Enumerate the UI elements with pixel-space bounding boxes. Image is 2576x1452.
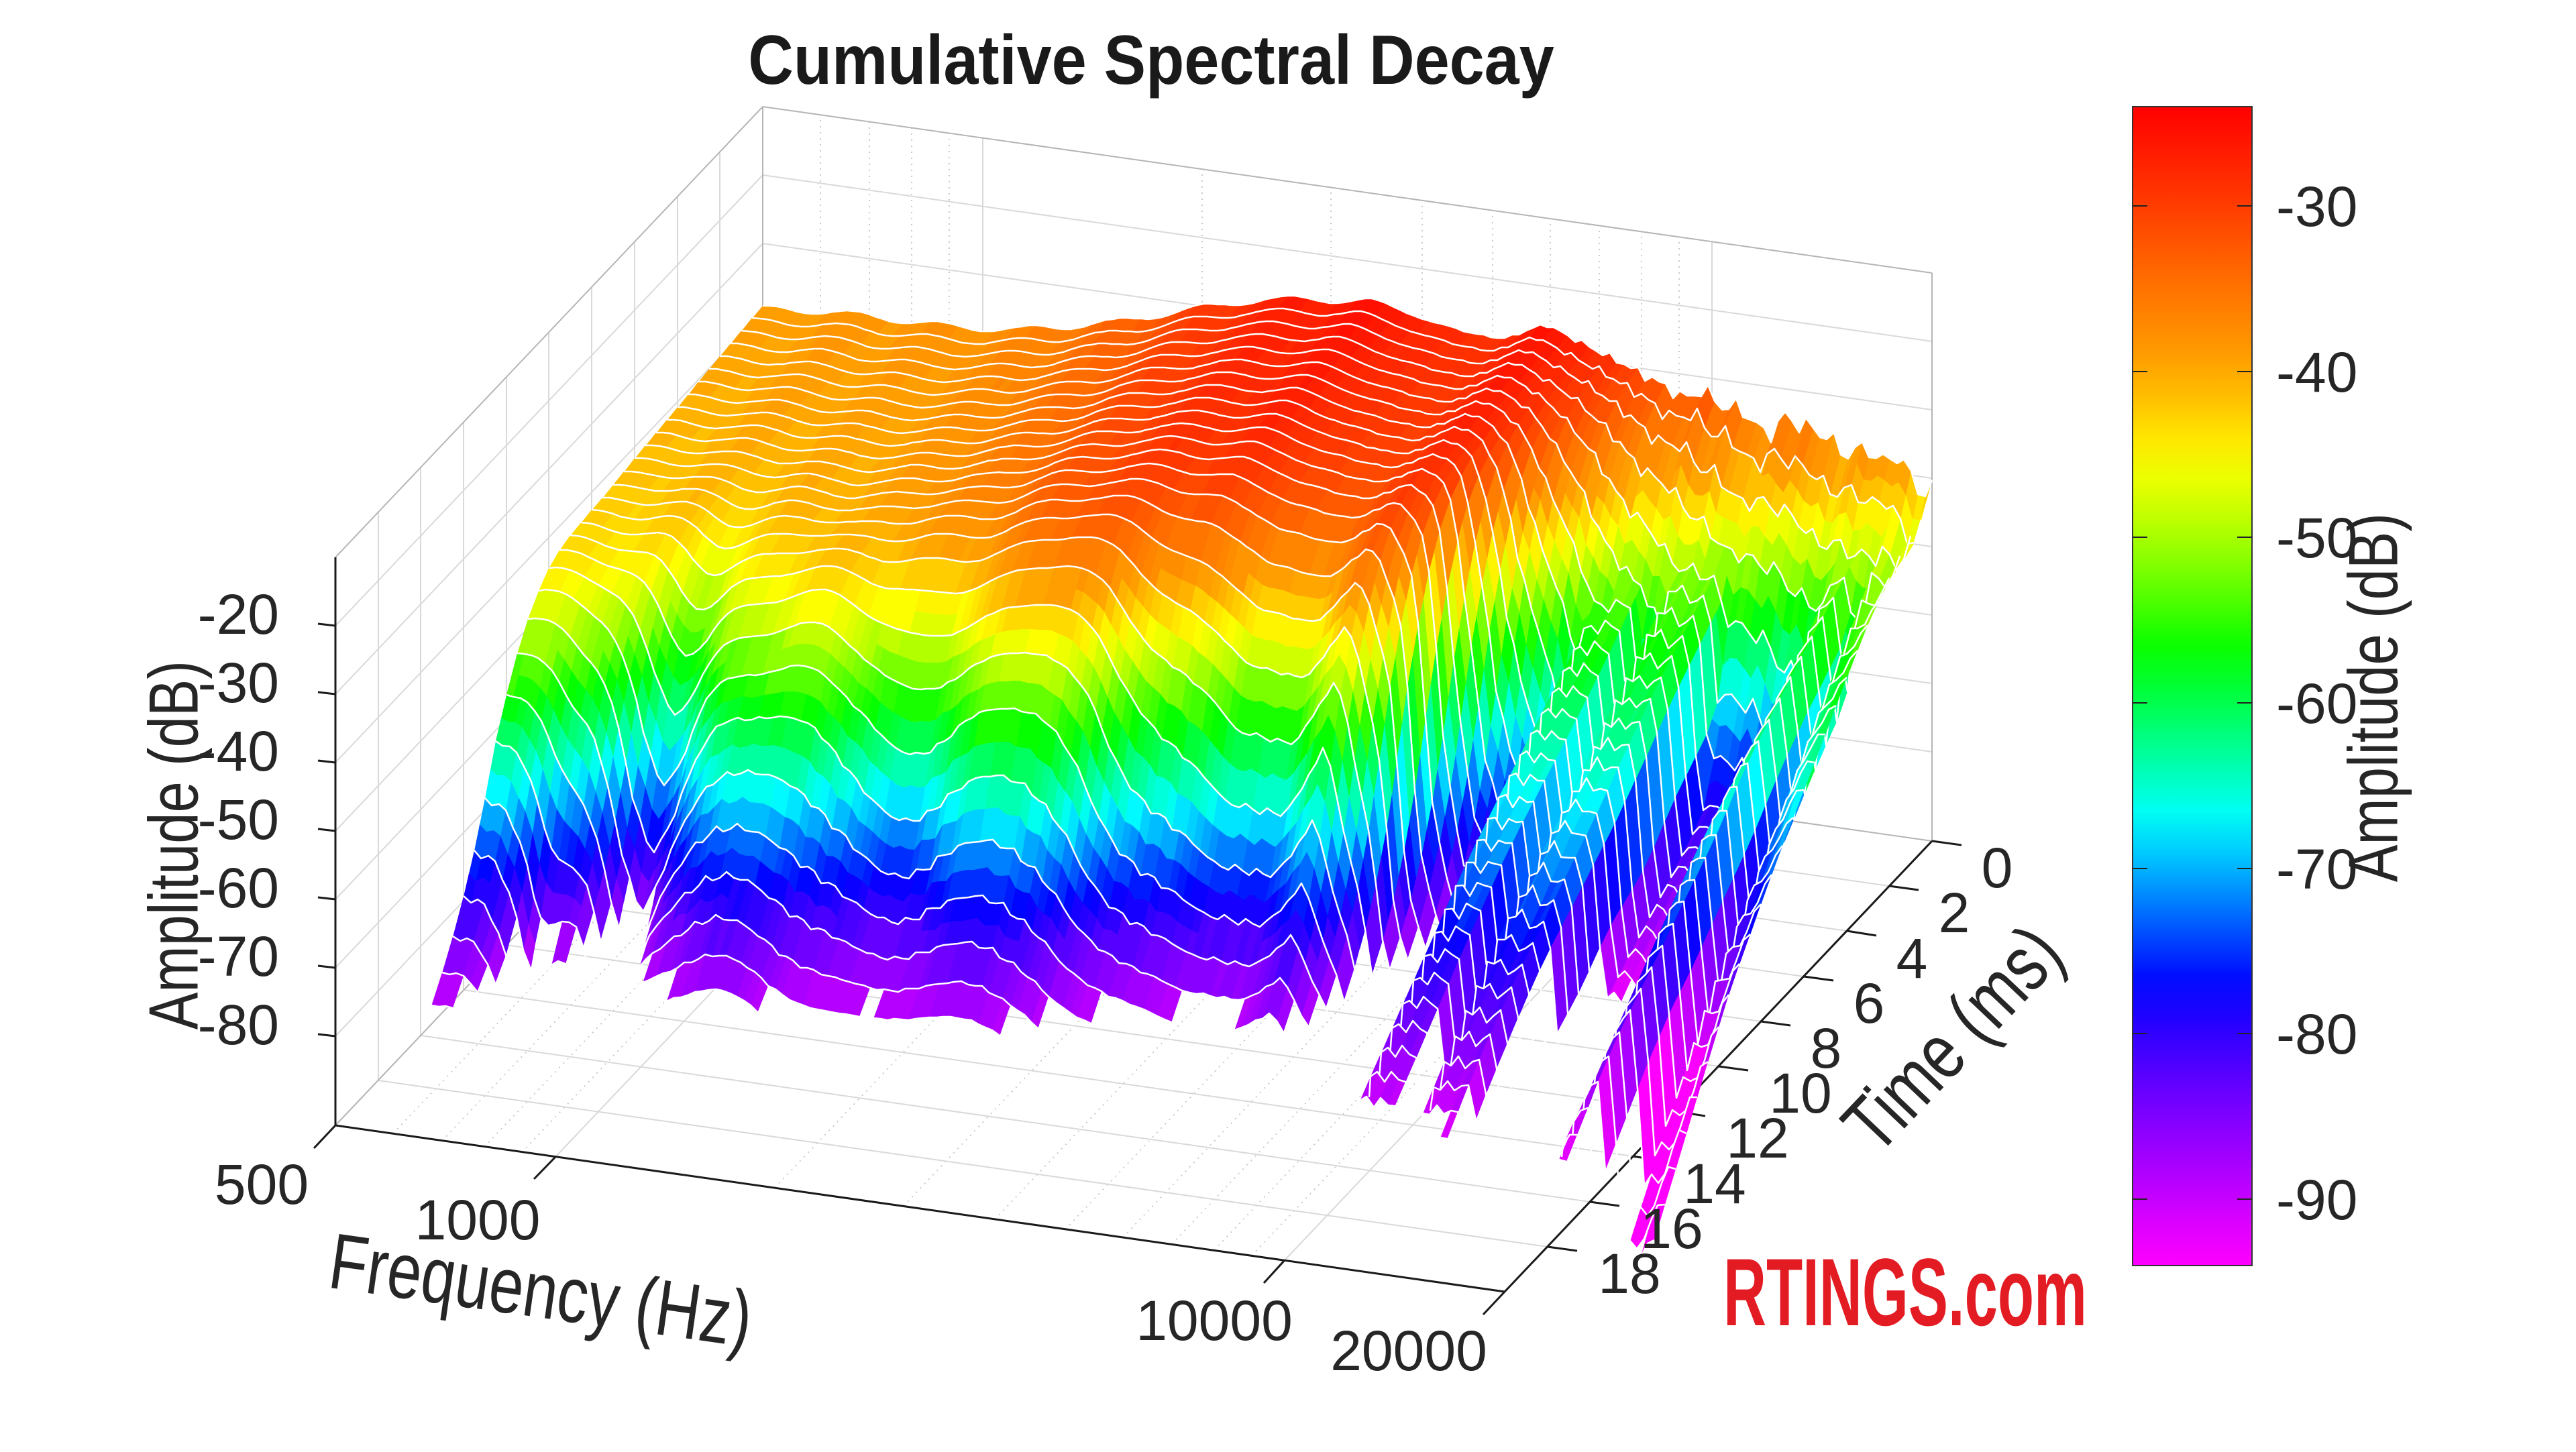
svg-text:-60: -60 — [198, 856, 279, 919]
svg-text:18: 18 — [1598, 1242, 1660, 1305]
svg-text:500: 500 — [215, 1153, 309, 1216]
svg-text:8: 8 — [1811, 1017, 1842, 1080]
svg-text:-80: -80 — [2276, 1003, 2357, 1066]
svg-text:Cumulative Spectral Decay: Cumulative Spectral Decay — [748, 20, 1554, 99]
svg-text:-90: -90 — [2276, 1168, 2357, 1231]
svg-text:6: 6 — [1854, 972, 1885, 1035]
svg-text:-40: -40 — [2276, 341, 2357, 404]
svg-text:RTINGS.com: RTINGS.com — [1723, 1239, 2087, 1346]
svg-text:0: 0 — [1982, 836, 2013, 899]
svg-text:Amplitude (dB): Amplitude (dB) — [135, 661, 213, 1029]
svg-text:14: 14 — [1683, 1152, 1746, 1215]
svg-text:16: 16 — [1640, 1197, 1703, 1260]
svg-text:-50: -50 — [2276, 506, 2357, 569]
svg-text:-40: -40 — [198, 720, 279, 783]
svg-text:10000: 10000 — [1136, 1289, 1293, 1352]
svg-text:-80: -80 — [198, 993, 279, 1056]
svg-text:20000: 20000 — [1330, 1319, 1487, 1382]
svg-text:Amplitude (dB): Amplitude (dB) — [2334, 513, 2412, 882]
svg-text:-70: -70 — [198, 925, 279, 988]
svg-text:1000: 1000 — [415, 1188, 541, 1251]
svg-text:12: 12 — [1726, 1107, 1788, 1170]
svg-text:-30: -30 — [2276, 175, 2357, 238]
svg-text:10: 10 — [1769, 1062, 1831, 1125]
svg-text:-70: -70 — [2276, 838, 2357, 901]
svg-text:-50: -50 — [198, 788, 279, 851]
svg-text:2: 2 — [1939, 881, 1970, 944]
svg-text:-60: -60 — [2276, 672, 2357, 735]
svg-text:-20: -20 — [198, 583, 279, 646]
svg-text:4: 4 — [1896, 927, 1928, 990]
svg-text:-30: -30 — [198, 651, 279, 714]
